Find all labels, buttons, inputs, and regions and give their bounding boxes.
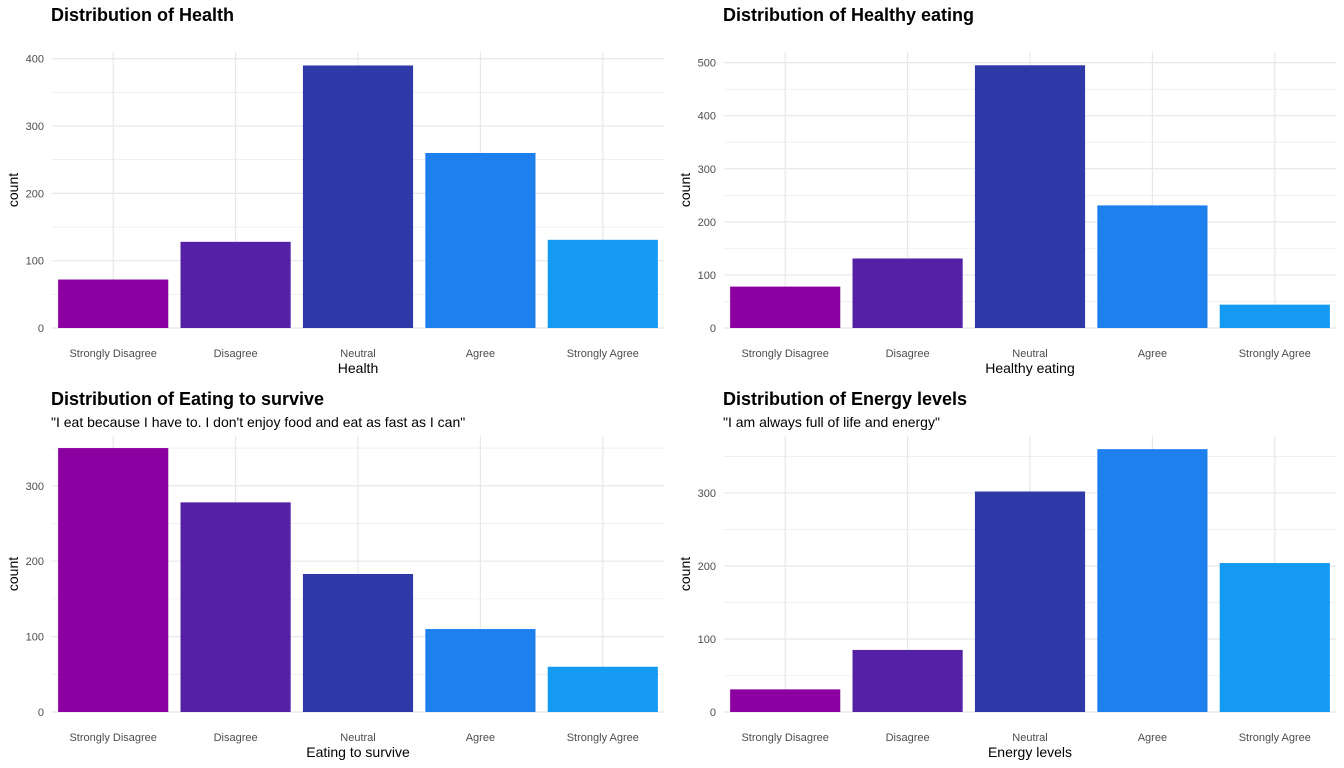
y-tick-label: 500 — [698, 58, 716, 70]
chart-panel-eating-to-survive: Distribution of Eating to survive "I eat… — [0, 384, 672, 768]
y-tick-label: 300 — [26, 121, 44, 133]
y-tick-label: 100 — [26, 256, 44, 268]
x-tick-label: Strongly Agree — [567, 732, 639, 744]
y-tick-label: 0 — [710, 707, 716, 719]
x-tick-label: Agree — [466, 732, 495, 744]
bar-disagree — [180, 241, 291, 328]
chart-title: Distribution of Eating to survive — [51, 389, 325, 409]
y-tick-label: 300 — [698, 488, 716, 500]
y-tick-label: 400 — [698, 111, 716, 123]
bar-chart-eating-to-survive: 0 100 200 300 Strongly Disagree Disagree Neutr… — [5, 436, 664, 760]
x-tick-label: Strongly Disagree — [69, 732, 156, 744]
x-tick-label: Disagree — [886, 348, 930, 360]
x-tick-label: Agree — [466, 348, 495, 360]
bar-disagree — [852, 258, 963, 328]
bar-neutral — [974, 491, 1086, 712]
x-tick-label: Neutral — [1012, 348, 1047, 360]
bars — [730, 449, 1330, 712]
bar-strongly-disagree — [730, 286, 841, 328]
x-tick-label: Agree — [1138, 732, 1167, 744]
bar-disagree — [180, 502, 291, 712]
x-tick-label: Disagree — [214, 348, 258, 360]
y-tick-label: 200 — [698, 217, 716, 229]
y-axis-title: count — [5, 557, 21, 591]
bar-agree — [425, 152, 536, 328]
bar-disagree — [852, 649, 963, 712]
chart-panel-healthy-eating: Distribution of Healthy eating 0 100 200 30… — [672, 0, 1344, 384]
chart-subtitle: "I am always full of life and energy" — [723, 414, 940, 430]
x-tick-label: Neutral — [340, 732, 375, 744]
y-tick-label: 300 — [26, 481, 44, 493]
x-tick-label: Strongly Disagree — [741, 732, 828, 744]
bar-strongly-agree — [1219, 563, 1330, 712]
bar-chart-health: 0 100 200 300 400 Strongly Disagree Disagree Ne… — [5, 52, 664, 376]
x-tick-label: Neutral — [340, 348, 375, 360]
bar-strongly-disagree — [58, 279, 169, 328]
bar-strongly-agree — [547, 239, 658, 328]
y-tick-label: 400 — [26, 54, 44, 66]
x-tick-label: Strongly Agree — [1239, 732, 1311, 744]
y-tick-label: 0 — [38, 707, 44, 719]
x-axis-title: Energy levels — [988, 744, 1072, 760]
bar-agree — [425, 629, 536, 712]
x-axis-title: Health — [338, 360, 378, 376]
y-axis-title: count — [677, 173, 693, 207]
chart-title: Distribution of Energy levels — [723, 389, 968, 409]
x-tick-label: Neutral — [1012, 732, 1047, 744]
bars — [58, 448, 658, 712]
y-tick-label: 200 — [698, 561, 716, 573]
y-tick-label: 100 — [698, 634, 716, 646]
bar-strongly-disagree — [58, 448, 169, 712]
y-tick-label: 200 — [26, 556, 44, 568]
y-axis-title: count — [677, 557, 693, 591]
y-tick-label: 0 — [38, 323, 44, 335]
y-tick-label: 100 — [698, 270, 716, 282]
chart-subtitle: "I eat because I have to. I don't enjoy … — [51, 414, 466, 430]
y-tick-label: 200 — [26, 188, 44, 200]
y-tick-label: 300 — [698, 164, 716, 176]
chart-title: Distribution of Health — [51, 5, 234, 25]
x-tick-label: Strongly Disagree — [741, 348, 828, 360]
bar-agree — [1097, 449, 1208, 712]
x-axis-title: Healthy eating — [985, 360, 1075, 376]
bar-chart-energy-levels: 0 100 200 300 Strongly Disagree Disagree Neutr… — [677, 436, 1336, 760]
bar-neutral — [974, 65, 1086, 329]
bars — [730, 65, 1330, 329]
x-tick-label: Strongly Disagree — [69, 348, 156, 360]
bar-neutral — [302, 574, 414, 712]
bar-agree — [1097, 205, 1208, 328]
bar-neutral — [302, 65, 414, 329]
x-axis-title: Eating to survive — [306, 744, 410, 760]
chart-panel-energy-levels: Distribution of Energy levels "I am alwa… — [672, 384, 1344, 768]
bar-strongly-agree — [547, 666, 658, 712]
x-tick-label: Strongly Agree — [1239, 348, 1311, 360]
bar-strongly-disagree — [730, 689, 841, 712]
bar-chart-healthy-eating: 0 100 200 300 400 500 Strongly Disagree Disagre… — [677, 52, 1336, 376]
bars — [58, 65, 658, 329]
x-tick-label: Disagree — [886, 732, 930, 744]
chart-panel-health: Distribution of Health 0 100 200 300 400 Stro… — [0, 0, 672, 384]
chart-title: Distribution of Healthy eating — [723, 5, 975, 25]
bar-strongly-agree — [1219, 304, 1330, 328]
x-tick-label: Disagree — [214, 732, 258, 744]
y-axis-title: count — [5, 173, 21, 207]
x-tick-label: Strongly Agree — [567, 348, 639, 360]
y-tick-label: 100 — [26, 632, 44, 644]
y-tick-label: 0 — [710, 323, 716, 335]
x-tick-label: Agree — [1138, 348, 1167, 360]
